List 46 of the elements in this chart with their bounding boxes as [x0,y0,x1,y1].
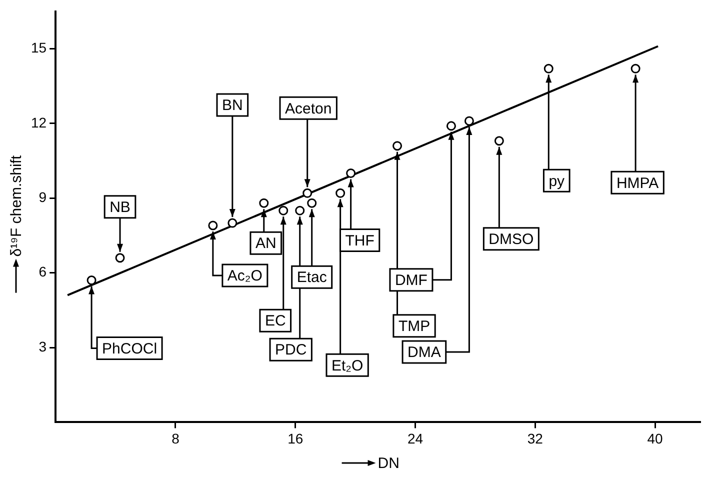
annotation: Aceton [284,100,332,118]
annotation: Et₂O [331,357,364,374]
point [464,116,474,126]
annotation: DMA [408,344,441,362]
point [494,136,504,146]
y-tick-label: 15 [30,40,47,56]
annotation: Ac₂O [227,268,262,285]
point [208,220,218,230]
y-tick-label: 3 [38,338,47,354]
point [228,218,238,228]
y-tick-label: 6 [38,264,47,280]
point [336,188,346,198]
x-tick-label: 32 [527,430,544,446]
annotation: Etac [296,269,328,286]
x-axis-title: DN [378,455,400,472]
annotation: PhCOCl [102,340,158,358]
x-tick-label: 24 [407,430,424,446]
x-tick-label: 16 [288,430,304,446]
annotation: THF [345,232,374,250]
x-tick-label: 40 [647,430,664,446]
annotation: DMSO [488,231,534,248]
point [259,198,269,208]
point [392,141,402,151]
annotation: py [548,172,566,190]
annotation: EC [264,312,286,330]
y-axis-title: δ¹⁹F chem.shift [8,154,26,257]
y-tick-label: 9 [38,188,47,205]
point [307,198,317,208]
point [278,206,288,216]
point [630,64,640,74]
annotation: NB [110,199,130,216]
point [302,188,312,198]
annotation: TMP [398,318,430,335]
x-tick-label: 8 [172,430,180,446]
point [295,206,305,216]
annotation: HMPA [616,174,659,192]
annotation: AN [255,235,276,252]
point [346,168,356,178]
point [86,276,96,286]
point [115,253,125,263]
annotation: BN [222,97,243,114]
y-tick-label: 12 [30,114,47,130]
annotation: PDC [275,342,307,359]
point [446,121,456,131]
annotation: DMF [394,272,428,290]
point [544,64,554,74]
